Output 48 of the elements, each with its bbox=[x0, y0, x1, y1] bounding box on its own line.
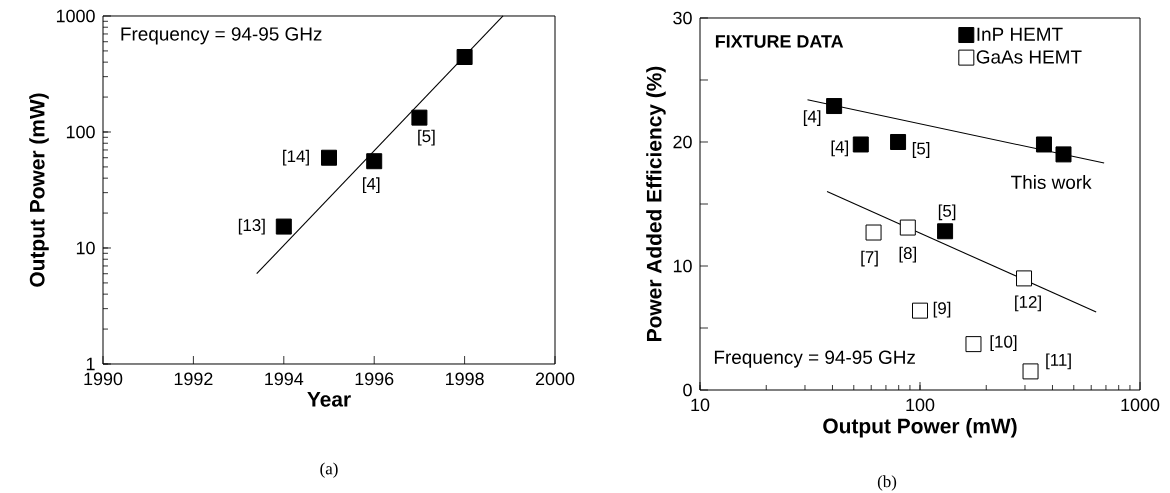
x-tick-label: 1990 bbox=[84, 372, 123, 386]
annotation: [4] bbox=[362, 177, 380, 194]
annotation: [5] bbox=[938, 204, 956, 221]
y-axis-title: Power Added Efficiency (%) bbox=[646, 66, 666, 341]
annotation: [10] bbox=[990, 335, 1017, 352]
point bbox=[456, 49, 473, 66]
annotation: [7] bbox=[861, 250, 878, 267]
y-tick-label: 1000 bbox=[56, 9, 95, 23]
point bbox=[321, 149, 337, 166]
point bbox=[275, 218, 292, 235]
annotation: Frequency = 94-95 GHz bbox=[714, 350, 915, 368]
annotation: [4] bbox=[831, 140, 848, 157]
annotation: This work bbox=[1011, 175, 1092, 189]
point bbox=[411, 109, 428, 126]
annotation: [12] bbox=[1015, 295, 1041, 312]
x-tick-label: 2000 bbox=[535, 372, 575, 386]
y-tick-label: 10 bbox=[76, 241, 95, 255]
annotation: [5] bbox=[418, 129, 435, 146]
annotation: [11] bbox=[1046, 353, 1071, 370]
text: (b) bbox=[877, 475, 897, 491]
legend-label: GaAs HEMT bbox=[976, 50, 1082, 64]
x-tick-label: 1000 bbox=[1121, 398, 1160, 412]
y-tick-label: 1 bbox=[86, 357, 95, 371]
x-tick-label: 1998 bbox=[446, 372, 484, 386]
annotation: Frequency = 94-95 GHz bbox=[121, 27, 322, 45]
y-tick-label: 20 bbox=[673, 135, 692, 149]
x-tick-label: 1996 bbox=[355, 372, 394, 386]
y-tick-label: 10 bbox=[673, 259, 692, 273]
annotation: FIXTURE DATA bbox=[715, 35, 844, 48]
x-tick-label: 100 bbox=[906, 398, 935, 412]
y-axis-title: Output Power (mW) bbox=[29, 93, 49, 287]
annotation: [8] bbox=[899, 246, 917, 263]
legend-label: InP HEMT bbox=[977, 27, 1063, 41]
text: (a) bbox=[320, 462, 338, 478]
annotation: [9] bbox=[933, 301, 951, 318]
annotation: [13] bbox=[238, 218, 265, 235]
annotation: [4] bbox=[803, 110, 821, 126]
x-axis-title: Year bbox=[307, 392, 351, 407]
y-tick-label: 30 bbox=[673, 11, 692, 25]
x-axis-title: Output Power (mW) bbox=[823, 418, 1017, 438]
annotation: [5] bbox=[912, 142, 930, 158]
x-tick-label: 1992 bbox=[174, 372, 213, 386]
x-tick-label: 1994 bbox=[265, 372, 304, 386]
annotation: [14] bbox=[283, 149, 309, 166]
y-tick-label: 100 bbox=[66, 125, 95, 139]
x-tick-label: 10 bbox=[691, 398, 710, 412]
y-tick-label: 0 bbox=[683, 383, 692, 397]
point bbox=[366, 153, 383, 170]
